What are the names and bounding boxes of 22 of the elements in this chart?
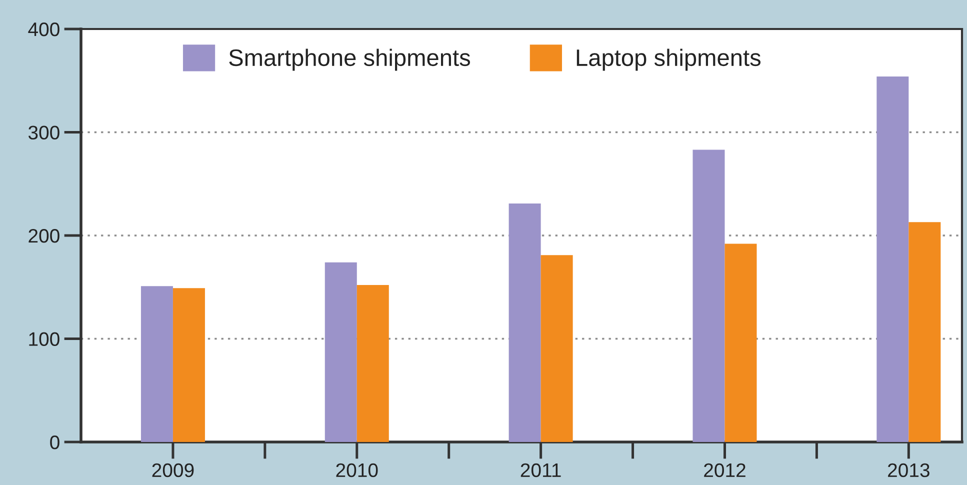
bar <box>692 150 725 442</box>
x-tick-label: 2009 <box>152 463 194 478</box>
y-tick-label: 400 <box>28 22 60 36</box>
bar <box>324 262 357 442</box>
bar <box>356 285 389 442</box>
x-tick-label: 2010 <box>336 463 378 478</box>
x-tick-label: 2012 <box>704 463 746 478</box>
bar <box>724 244 757 442</box>
x-tick-label: 2013 <box>888 463 930 478</box>
y-tick-label: 100 <box>29 332 60 346</box>
y-tick-label: 300 <box>28 126 60 140</box>
bar <box>172 288 205 442</box>
bar <box>908 222 941 442</box>
bar <box>508 203 541 442</box>
y-tick-label: 200 <box>28 228 60 243</box>
legend-label: Smartphone shipments <box>229 48 470 71</box>
y-tick-label: 0 <box>50 435 60 450</box>
bar <box>140 286 173 442</box>
legend-label: Laptop shipments <box>576 48 761 71</box>
bar <box>540 255 573 442</box>
x-tick-label: 2011 <box>520 463 561 478</box>
bar <box>876 76 909 442</box>
